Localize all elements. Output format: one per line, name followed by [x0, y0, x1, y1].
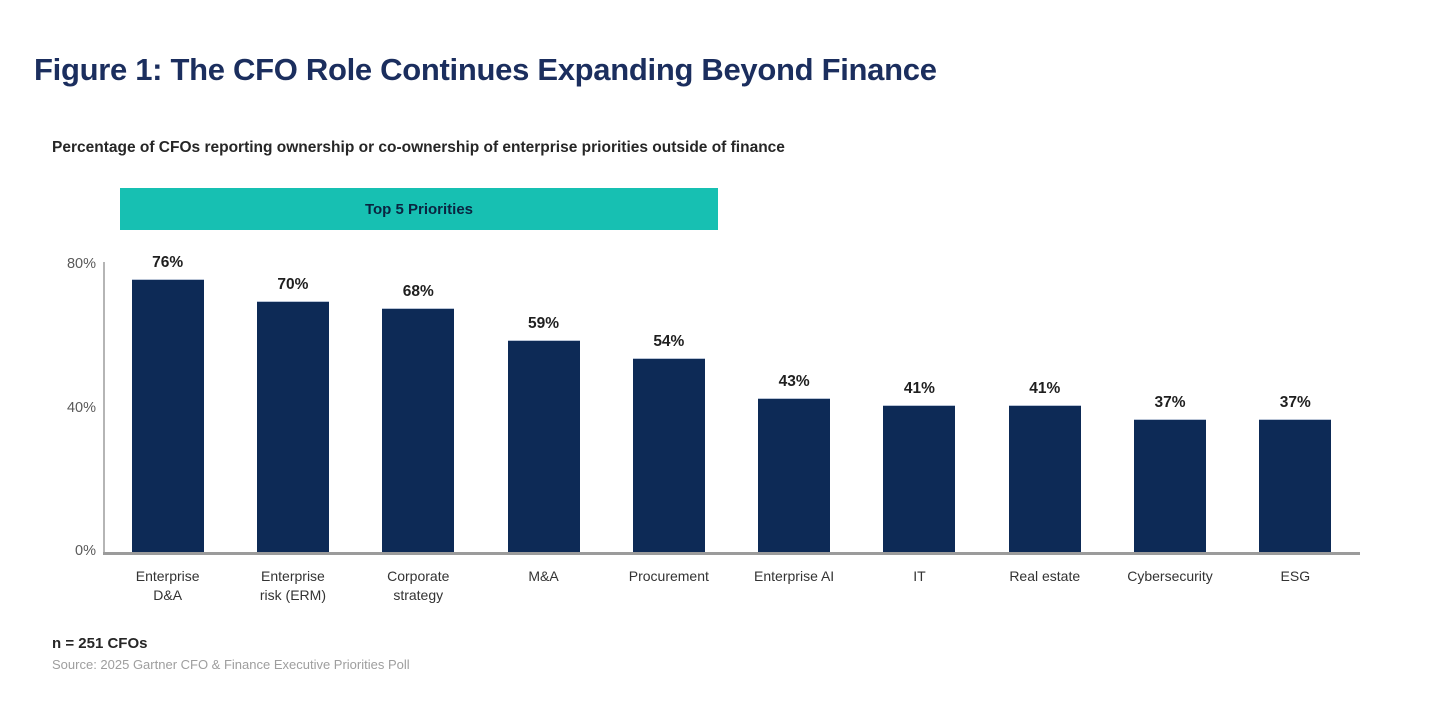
bar: [131, 279, 204, 552]
y-axis-tick-label: 0%: [75, 543, 96, 559]
bar: [758, 398, 831, 552]
bar: [507, 340, 580, 552]
bar-value-label: 59%: [528, 315, 560, 332]
bar-value-label: 37%: [1154, 394, 1186, 411]
category-label: Corporate strategy: [387, 568, 450, 603]
bar: [1134, 419, 1207, 552]
bar: [883, 405, 956, 552]
x-axis-line: [103, 552, 1360, 555]
bar-column: 43%: [731, 230, 856, 552]
bar-column: 41%: [982, 230, 1107, 552]
bar-column: 41%: [857, 230, 982, 552]
category-axis-labels: Enterprise D&A Enterprise risk (ERM) Corpo…: [105, 567, 1358, 605]
y-axis-tick-labels: 80% 40% 0%: [40, 0, 96, 560]
bar: [382, 308, 455, 552]
bar-value-label: 68%: [402, 283, 434, 300]
category-label: Enterprise risk (ERM): [259, 568, 326, 603]
bar-column: 59%: [481, 230, 606, 552]
figure-title: Figure 1: The CFO Role Continues Expandi…: [34, 52, 937, 87]
bar-column: 37%: [1233, 230, 1358, 552]
sample-size-note: n = 251 CFOs: [52, 635, 148, 652]
y-axis-line: [103, 262, 105, 554]
bar: [1259, 419, 1332, 552]
bar-value-label: 41%: [1029, 380, 1061, 397]
category-label: Enterprise AI: [754, 568, 835, 584]
bar-column: 37%: [1107, 230, 1232, 552]
bar-column: 76%: [105, 230, 230, 552]
category-label: Cybersecurity: [1127, 568, 1213, 584]
bar-value-label: 70%: [277, 276, 309, 293]
top5-priorities-banner: Top 5 Priorities: [120, 188, 718, 230]
bar-value-label: 37%: [1279, 394, 1311, 411]
category-label: IT: [913, 568, 926, 584]
source-note: Source: 2025 Gartner CFO & Finance Execu…: [52, 657, 410, 672]
y-axis-tick-label: 80%: [66, 256, 96, 272]
bar-series: 76% 70% 68% 59% 54% 43% 41% 41% 37% 37%: [105, 230, 1358, 552]
bar-value-label: 43%: [778, 373, 810, 390]
category-label: Procurement: [628, 568, 709, 584]
bar-column: 54%: [606, 230, 731, 552]
bar-value-label: 54%: [653, 333, 685, 350]
category-label: M&A: [528, 568, 559, 584]
bar-value-label: 41%: [903, 380, 935, 397]
bar-column: 70%: [230, 230, 355, 552]
top5-priorities-banner-label: Top 5 Priorities: [364, 200, 474, 218]
bar: [1008, 405, 1081, 552]
chart-subtitle: Percentage of CFOs reporting ownership o…: [52, 139, 785, 156]
bar: [632, 358, 705, 552]
category-label: Enterprise D&A: [135, 568, 200, 603]
bar: [256, 301, 329, 552]
bar-value-label: 76%: [152, 254, 184, 271]
y-axis-tick-label: 40%: [66, 399, 96, 416]
category-label: Real estate: [1009, 568, 1081, 584]
category-label: ESG: [1280, 568, 1311, 584]
bar-column: 68%: [356, 230, 481, 552]
